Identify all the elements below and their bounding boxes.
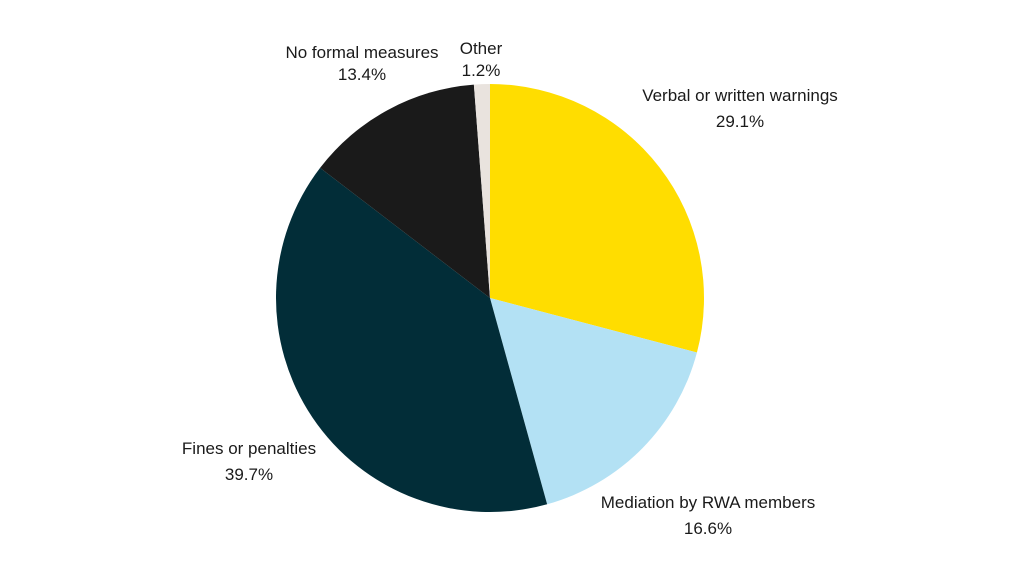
- value-no-formal-measures: 13.4%: [338, 65, 386, 84]
- label-verbal-warnings: Verbal or written warnings: [642, 86, 838, 105]
- slice-verbal-warnings: [490, 84, 705, 353]
- slice-other: [473, 84, 490, 298]
- slice-fines: [275, 167, 548, 513]
- label-fines: Fines or penalties: [182, 439, 316, 458]
- label-other: Other: [460, 39, 503, 58]
- value-mediation: 16.6%: [684, 519, 732, 538]
- pie-slices: [275, 84, 705, 513]
- value-fines: 39.7%: [225, 465, 273, 484]
- slice-mediation: [490, 298, 697, 505]
- label-mediation: Mediation by RWA members: [601, 493, 815, 512]
- label-no-formal-measures: No formal measures: [285, 43, 438, 62]
- slice-labels: Verbal or written warnings 29.1% Mediati…: [182, 39, 838, 538]
- slice-no-formal-measures: [320, 84, 490, 298]
- value-verbal-warnings: 29.1%: [716, 112, 764, 131]
- value-other: 1.2%: [462, 61, 501, 80]
